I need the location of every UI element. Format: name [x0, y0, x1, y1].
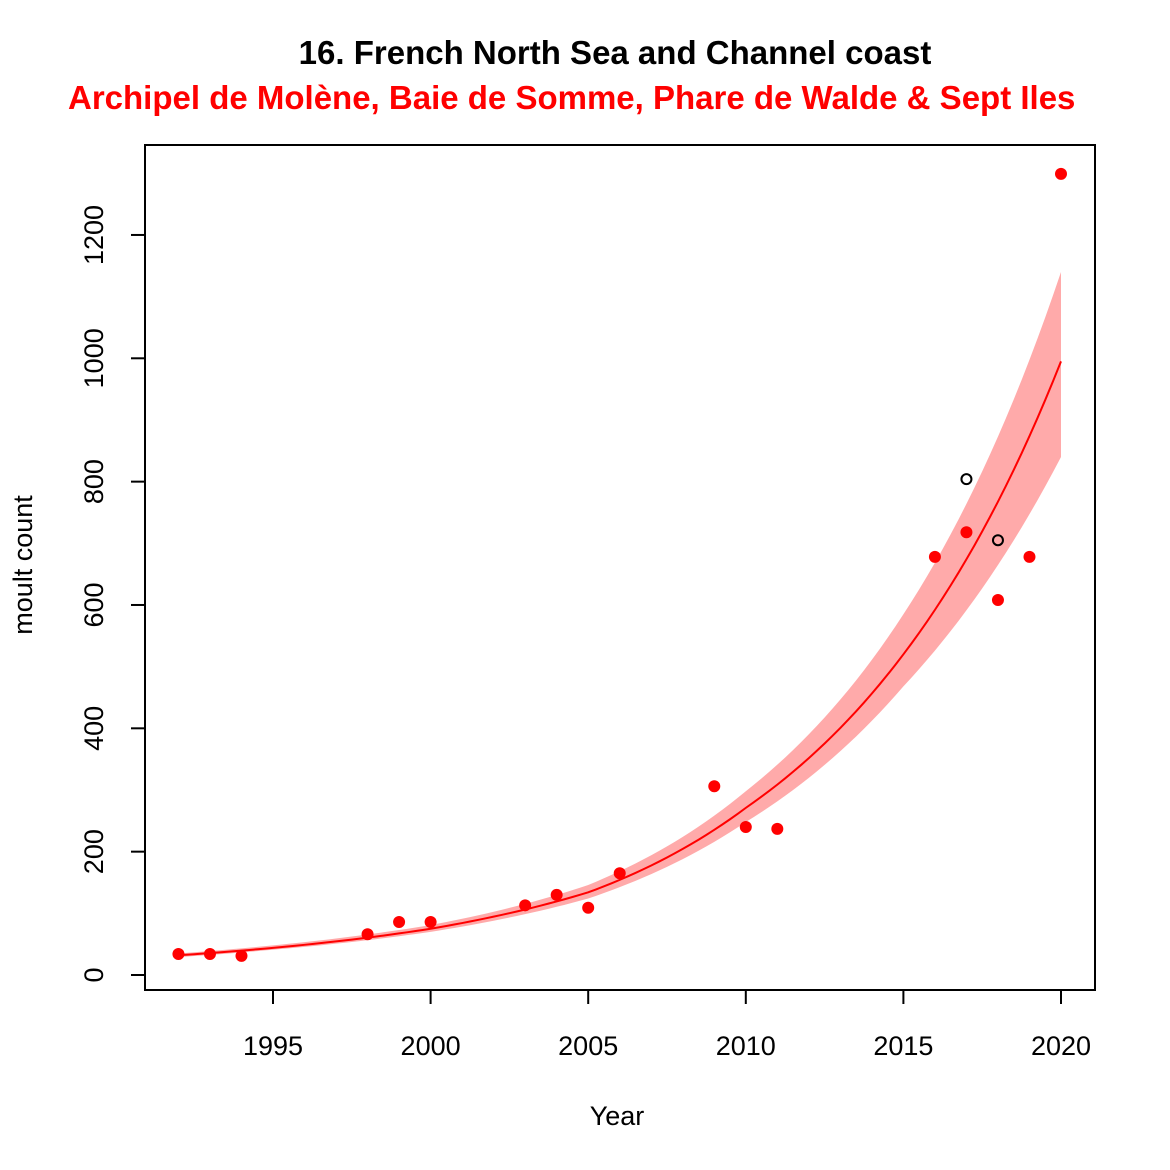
- x-axis: 1995 2000 2005 2010 2015 2020: [243, 989, 1091, 1061]
- confidence-band-area: [178, 271, 1061, 958]
- data-point: [172, 948, 185, 961]
- y-axis-label: moult count: [8, 495, 38, 635]
- data-point: [424, 915, 437, 928]
- x-axis-label: Year: [590, 1101, 645, 1131]
- data-point: [1055, 167, 1067, 180]
- y-axis: 0 200 400 600 800 1000 1200: [79, 205, 146, 983]
- x-tick-label: 2010: [716, 1031, 776, 1061]
- data-point: [928, 550, 941, 563]
- data-point: [991, 594, 1004, 607]
- data-point: [613, 867, 626, 880]
- data-point: [708, 780, 721, 793]
- data-points: [172, 167, 1067, 962]
- chart-subtitle: Archipel de Molène, Baie de Somme, Phare…: [68, 79, 1075, 116]
- data-point: [771, 822, 784, 835]
- data-point: [550, 888, 563, 901]
- y-tick-label: 200: [79, 829, 109, 874]
- chart-title: 16. French North Sea and Channel coast: [299, 34, 932, 71]
- data-point: [1023, 550, 1036, 563]
- fit-line: [178, 361, 1062, 957]
- data-point: [203, 948, 216, 961]
- x-tick-label: 2000: [401, 1031, 461, 1061]
- x-tick-label: 2005: [558, 1031, 618, 1061]
- open-data-point: [960, 473, 973, 486]
- x-tick-label: 2020: [1031, 1031, 1091, 1061]
- x-tick-label: 2015: [873, 1031, 933, 1061]
- data-point: [739, 820, 752, 833]
- data-point: [960, 526, 973, 539]
- data-point: [393, 915, 406, 928]
- y-tick-label: 1200: [79, 205, 109, 265]
- data-point: [582, 901, 595, 914]
- y-tick-label: 1000: [79, 328, 109, 388]
- x-tick-label: 1995: [243, 1031, 303, 1061]
- data-point: [519, 899, 532, 912]
- open-data-point: [991, 534, 1004, 547]
- y-tick-label: 0: [79, 967, 109, 982]
- fit-curve: [178, 361, 1062, 957]
- data-point: [235, 949, 248, 962]
- confidence-band: [178, 271, 1061, 958]
- data-point: [361, 928, 374, 941]
- y-tick-label: 600: [79, 582, 109, 627]
- y-tick-label: 800: [79, 459, 109, 504]
- y-tick-label: 400: [79, 706, 109, 751]
